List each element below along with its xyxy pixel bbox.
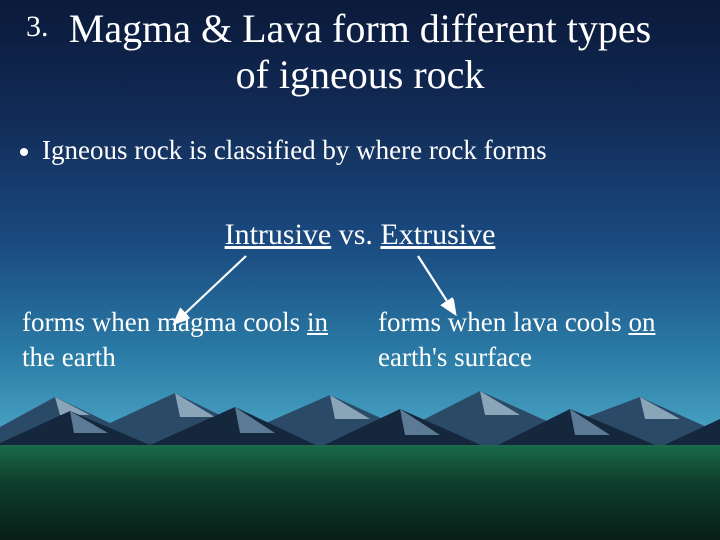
slide-title: 3. Magma & Lava form different types of … (20, 6, 700, 98)
col-left-post: the earth (22, 342, 116, 372)
arrow-right-line (418, 256, 454, 312)
bullet-item: Igneous rock is classified by where rock… (20, 134, 700, 168)
subheading-right: Extrusive (380, 218, 495, 251)
title-number: 3. (26, 10, 49, 44)
column-left: forms when magma cools in the earth (22, 305, 332, 375)
column-right: forms when lava cools on earth's surface (368, 305, 693, 375)
bullet-icon (20, 148, 28, 156)
slide-content: 3. Magma & Lava form different types of … (0, 0, 720, 540)
subheading: Intrusive vs. Extrusive (0, 218, 720, 252)
subheading-left: Intrusive (225, 218, 332, 251)
col-right-pre: forms when lava cools (378, 307, 628, 337)
col-left-pre: forms when magma cools (22, 307, 307, 337)
bullet-text: Igneous rock is classified by where rock… (42, 134, 547, 168)
subheading-mid: vs. (331, 218, 380, 251)
title-text: Magma & Lava form different types of ign… (20, 6, 700, 98)
col-right-underlined: on (628, 307, 655, 337)
slide: 3. Magma & Lava form different types of … (0, 0, 720, 540)
col-left-underlined: in (307, 307, 328, 337)
col-right-post: earth's surface (378, 342, 532, 372)
